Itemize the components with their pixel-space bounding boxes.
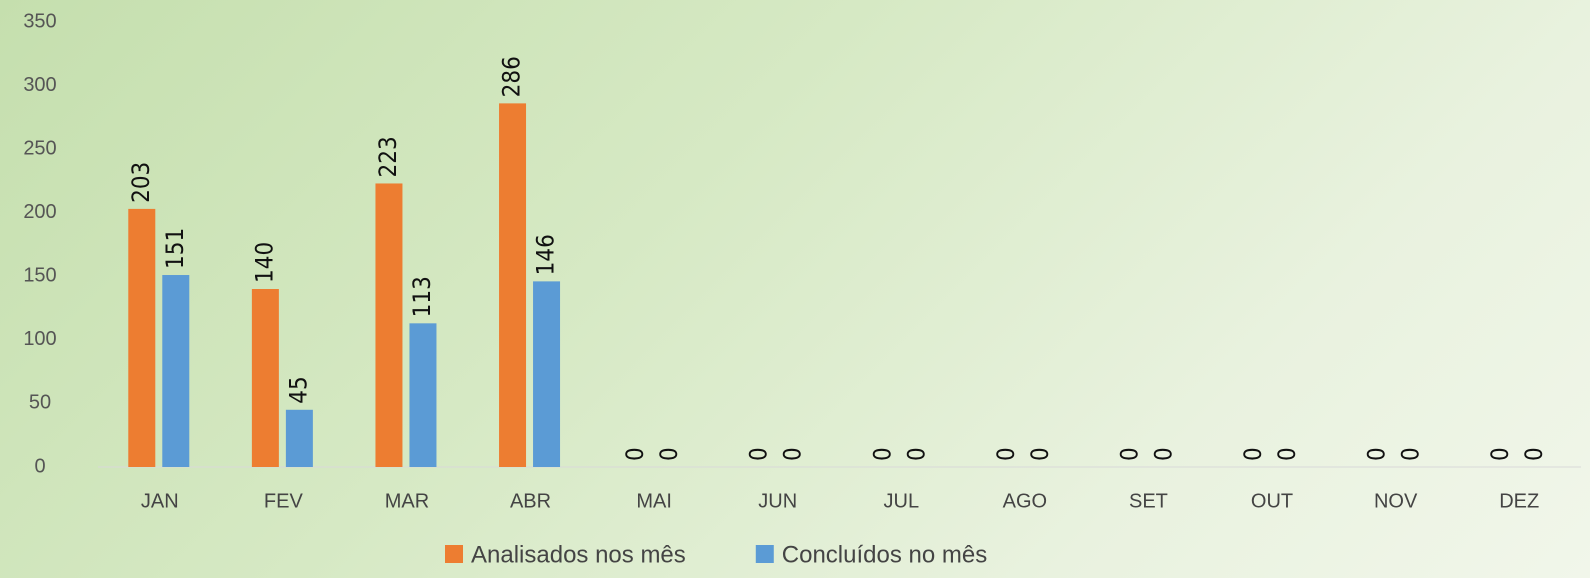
data-label: 0 [1363, 447, 1391, 461]
x-tick-label: ABR [510, 490, 551, 512]
x-tick-label: OUT [1251, 490, 1293, 512]
bar [162, 275, 190, 467]
legend-swatch [445, 545, 463, 563]
y-tick-label: 50 [29, 392, 51, 414]
data-label: 0 [1520, 447, 1548, 461]
y-tick-label: 200 [23, 201, 56, 223]
x-tick-label: SET [1129, 490, 1168, 512]
data-label: 0 [902, 447, 930, 461]
x-tick-label: AGO [1003, 490, 1047, 512]
data-label: 0 [655, 447, 683, 461]
bar [128, 208, 156, 467]
data-label: 0 [1397, 447, 1425, 461]
data-label: 203 [127, 162, 155, 203]
x-tick-label: JUN [758, 490, 797, 512]
data-label: 113 [408, 276, 436, 317]
legend-label: Concluídos no mês [782, 541, 987, 568]
bar [251, 289, 279, 467]
data-label: 286 [498, 56, 526, 97]
bar [285, 409, 313, 467]
y-tick-label: 150 [23, 265, 56, 287]
data-label: 0 [992, 447, 1020, 461]
data-label: 146 [532, 234, 560, 275]
legend-swatch [755, 545, 774, 563]
y-tick-label: 250 [23, 137, 56, 159]
y-tick-label: 350 [23, 10, 56, 32]
bar [499, 103, 527, 467]
data-label: 0 [868, 447, 896, 461]
data-label: 0 [745, 447, 773, 461]
data-label: 0 [1026, 447, 1054, 461]
data-label: 0 [779, 447, 807, 461]
x-tick-label: DEZ [1499, 490, 1539, 512]
x-tick-label: MAR [385, 490, 429, 512]
data-label: 0 [1149, 447, 1177, 461]
y-tick-label: 100 [23, 328, 56, 350]
legend-label: Analisados nos mês [471, 541, 686, 568]
data-label: 0 [1486, 447, 1514, 461]
data-label: 140 [250, 242, 278, 283]
data-label: 0 [1239, 447, 1267, 461]
data-label: 0 [621, 447, 649, 461]
data-label: 223 [374, 136, 402, 177]
y-tick-label: 0 [34, 455, 45, 477]
bar [409, 323, 437, 467]
data-label: 151 [161, 228, 189, 269]
y-tick-label: 300 [23, 74, 56, 96]
x-tick-label: NOV [1374, 490, 1418, 512]
x-tick-label: FEV [264, 490, 304, 512]
bar [375, 183, 403, 467]
bar [533, 281, 561, 467]
data-label: 0 [1115, 447, 1143, 461]
data-label: 45 [284, 376, 312, 403]
data-label: 0 [1273, 447, 1301, 461]
x-tick-label: JUL [884, 490, 920, 512]
x-tick-label: MAI [636, 490, 672, 512]
x-tick-label: JAN [141, 490, 179, 512]
